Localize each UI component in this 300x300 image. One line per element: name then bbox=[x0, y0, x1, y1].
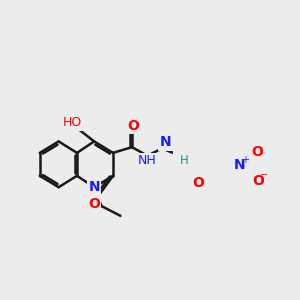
Text: N: N bbox=[88, 180, 100, 194]
Text: HO: HO bbox=[63, 116, 82, 129]
Text: O: O bbox=[251, 145, 263, 159]
Text: N: N bbox=[234, 158, 246, 172]
Text: O: O bbox=[88, 197, 100, 211]
Text: −: − bbox=[260, 170, 268, 180]
Text: NH: NH bbox=[138, 154, 157, 167]
Text: O: O bbox=[193, 176, 205, 190]
Text: O: O bbox=[128, 119, 140, 133]
Text: O: O bbox=[252, 174, 264, 188]
Text: +: + bbox=[241, 155, 249, 165]
Text: H: H bbox=[180, 154, 189, 167]
Text: N: N bbox=[160, 135, 171, 149]
